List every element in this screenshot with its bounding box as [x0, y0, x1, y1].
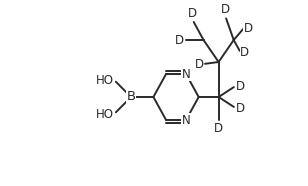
Text: HO: HO: [96, 108, 114, 121]
Text: D: D: [240, 46, 249, 59]
Text: D: D: [244, 22, 253, 34]
Text: D: D: [221, 3, 230, 16]
Text: D: D: [214, 122, 223, 135]
Text: N: N: [182, 68, 190, 81]
Text: N: N: [182, 113, 190, 126]
Text: D: D: [188, 7, 197, 20]
Text: D: D: [175, 33, 184, 46]
Text: B: B: [127, 91, 136, 103]
Text: D: D: [236, 79, 245, 92]
Text: D: D: [194, 57, 204, 70]
Text: D: D: [236, 102, 245, 115]
Text: HO: HO: [96, 73, 114, 86]
